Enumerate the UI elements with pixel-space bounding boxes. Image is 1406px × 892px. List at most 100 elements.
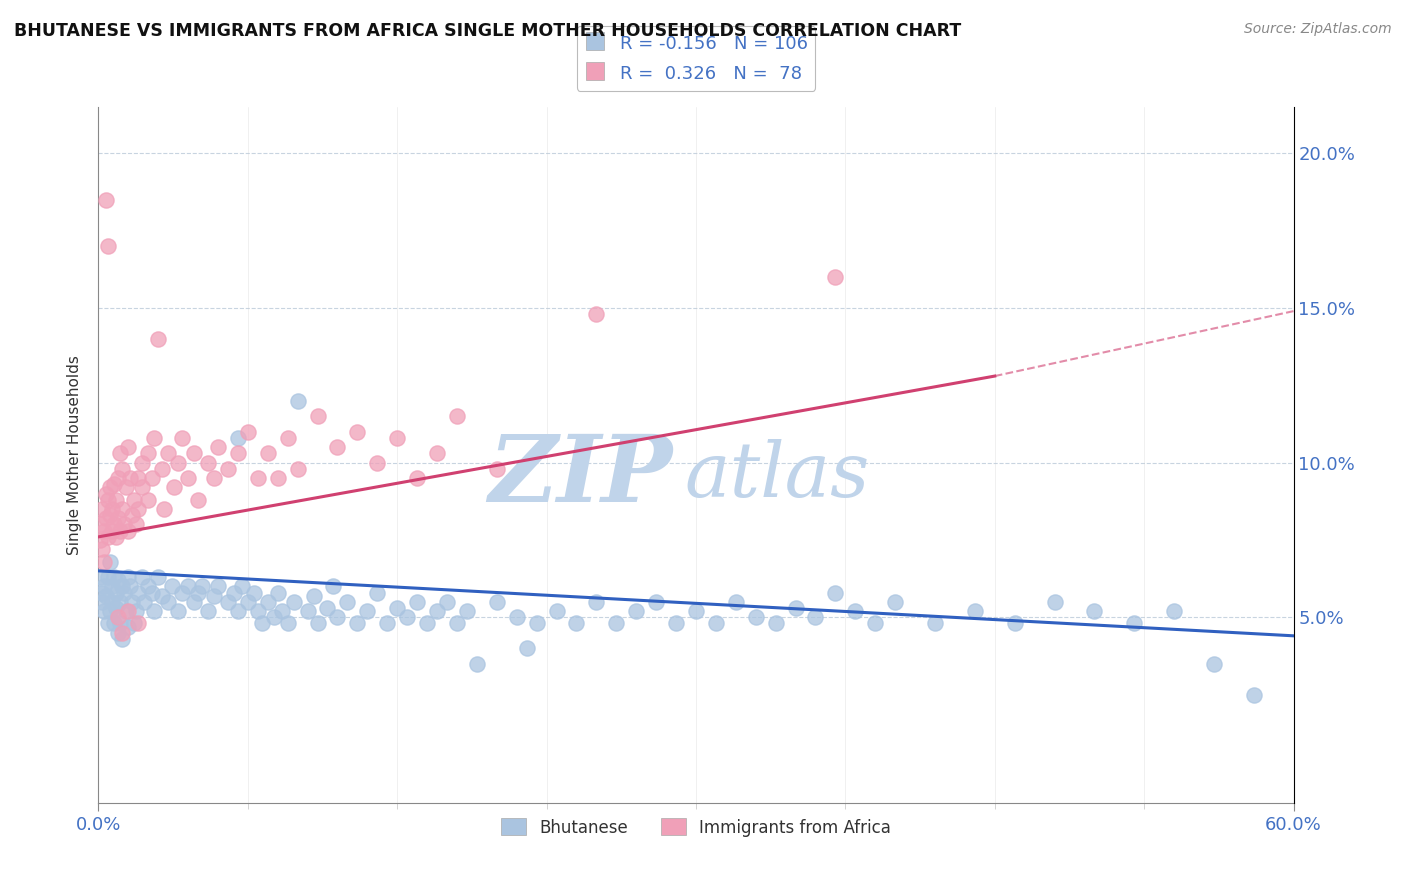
Point [1163, 604, 1185, 618]
Point [187, 585, 209, 599]
Point [226, 431, 249, 445]
Point [89, 533, 111, 547]
Point [256, 446, 278, 460]
Point [865, 616, 887, 631]
Point [277, 616, 299, 631]
Point [103, 517, 125, 532]
Point [246, 604, 269, 618]
Point [121, 595, 143, 609]
Point [177, 471, 200, 485]
Point [93, 555, 115, 569]
Point [406, 595, 429, 609]
Point [183, 446, 205, 460]
Point [277, 431, 299, 445]
Point [117, 440, 139, 454]
Point [127, 502, 149, 516]
Point [112, 517, 135, 532]
Point [91, 542, 114, 557]
Point [187, 492, 209, 507]
Point [197, 456, 219, 470]
Point [141, 585, 163, 599]
Point [375, 616, 398, 631]
Text: ZIP: ZIP [488, 431, 672, 521]
Point [605, 616, 627, 631]
Point [465, 657, 488, 671]
Point [110, 524, 132, 538]
Point [924, 616, 946, 631]
Point [191, 579, 214, 593]
Point [148, 332, 170, 346]
Text: BHUTANESE VS IMMIGRANTS FROM AFRICA SINGLE MOTHER HOUSEHOLDS CORRELATION CHART: BHUTANESE VS IMMIGRANTS FROM AFRICA SING… [14, 22, 962, 40]
Point [107, 625, 129, 640]
Point [136, 492, 159, 507]
Point [117, 524, 139, 538]
Point [111, 625, 134, 640]
Point [804, 610, 827, 624]
Point [141, 471, 163, 485]
Point [485, 462, 508, 476]
Point [127, 585, 149, 599]
Point [1243, 688, 1265, 702]
Point [101, 524, 124, 538]
Point [526, 616, 548, 631]
Point [101, 595, 124, 609]
Point [287, 462, 309, 476]
Point [117, 570, 139, 584]
Point [346, 616, 368, 631]
Point [346, 425, 368, 439]
Point [107, 573, 129, 587]
Point [724, 595, 747, 609]
Point [256, 595, 278, 609]
Point [322, 579, 344, 593]
Point [516, 641, 538, 656]
Point [366, 456, 388, 470]
Point [127, 471, 149, 485]
Point [356, 604, 378, 618]
Point [103, 570, 125, 584]
Point [1043, 595, 1066, 609]
Point [307, 409, 329, 424]
Point [246, 471, 269, 485]
Point [163, 480, 186, 494]
Point [93, 524, 115, 538]
Point [231, 579, 253, 593]
Point [93, 579, 115, 593]
Point [143, 431, 166, 445]
Point [110, 595, 132, 609]
Point [160, 579, 183, 593]
Point [326, 440, 349, 454]
Point [131, 480, 153, 494]
Point [107, 471, 129, 485]
Point [115, 480, 138, 494]
Point [98, 604, 122, 618]
Point [207, 440, 229, 454]
Point [366, 585, 388, 599]
Point [1202, 657, 1225, 671]
Point [745, 610, 768, 624]
Point [645, 595, 668, 609]
Point [226, 446, 249, 460]
Point [297, 604, 319, 618]
Point [136, 579, 159, 593]
Point [157, 446, 180, 460]
Point [283, 595, 305, 609]
Point [148, 570, 170, 584]
Point [97, 492, 120, 507]
Point [157, 595, 180, 609]
Point [436, 595, 458, 609]
Point [236, 425, 259, 439]
Point [263, 610, 285, 624]
Point [406, 471, 429, 485]
Point [177, 579, 200, 593]
Point [97, 239, 120, 253]
Point [884, 595, 907, 609]
Point [97, 616, 120, 631]
Point [101, 579, 124, 593]
Point [446, 616, 468, 631]
Point [202, 589, 225, 603]
Point [97, 570, 120, 584]
Point [243, 585, 266, 599]
Point [217, 595, 239, 609]
Point [110, 446, 132, 460]
Point [111, 502, 134, 516]
